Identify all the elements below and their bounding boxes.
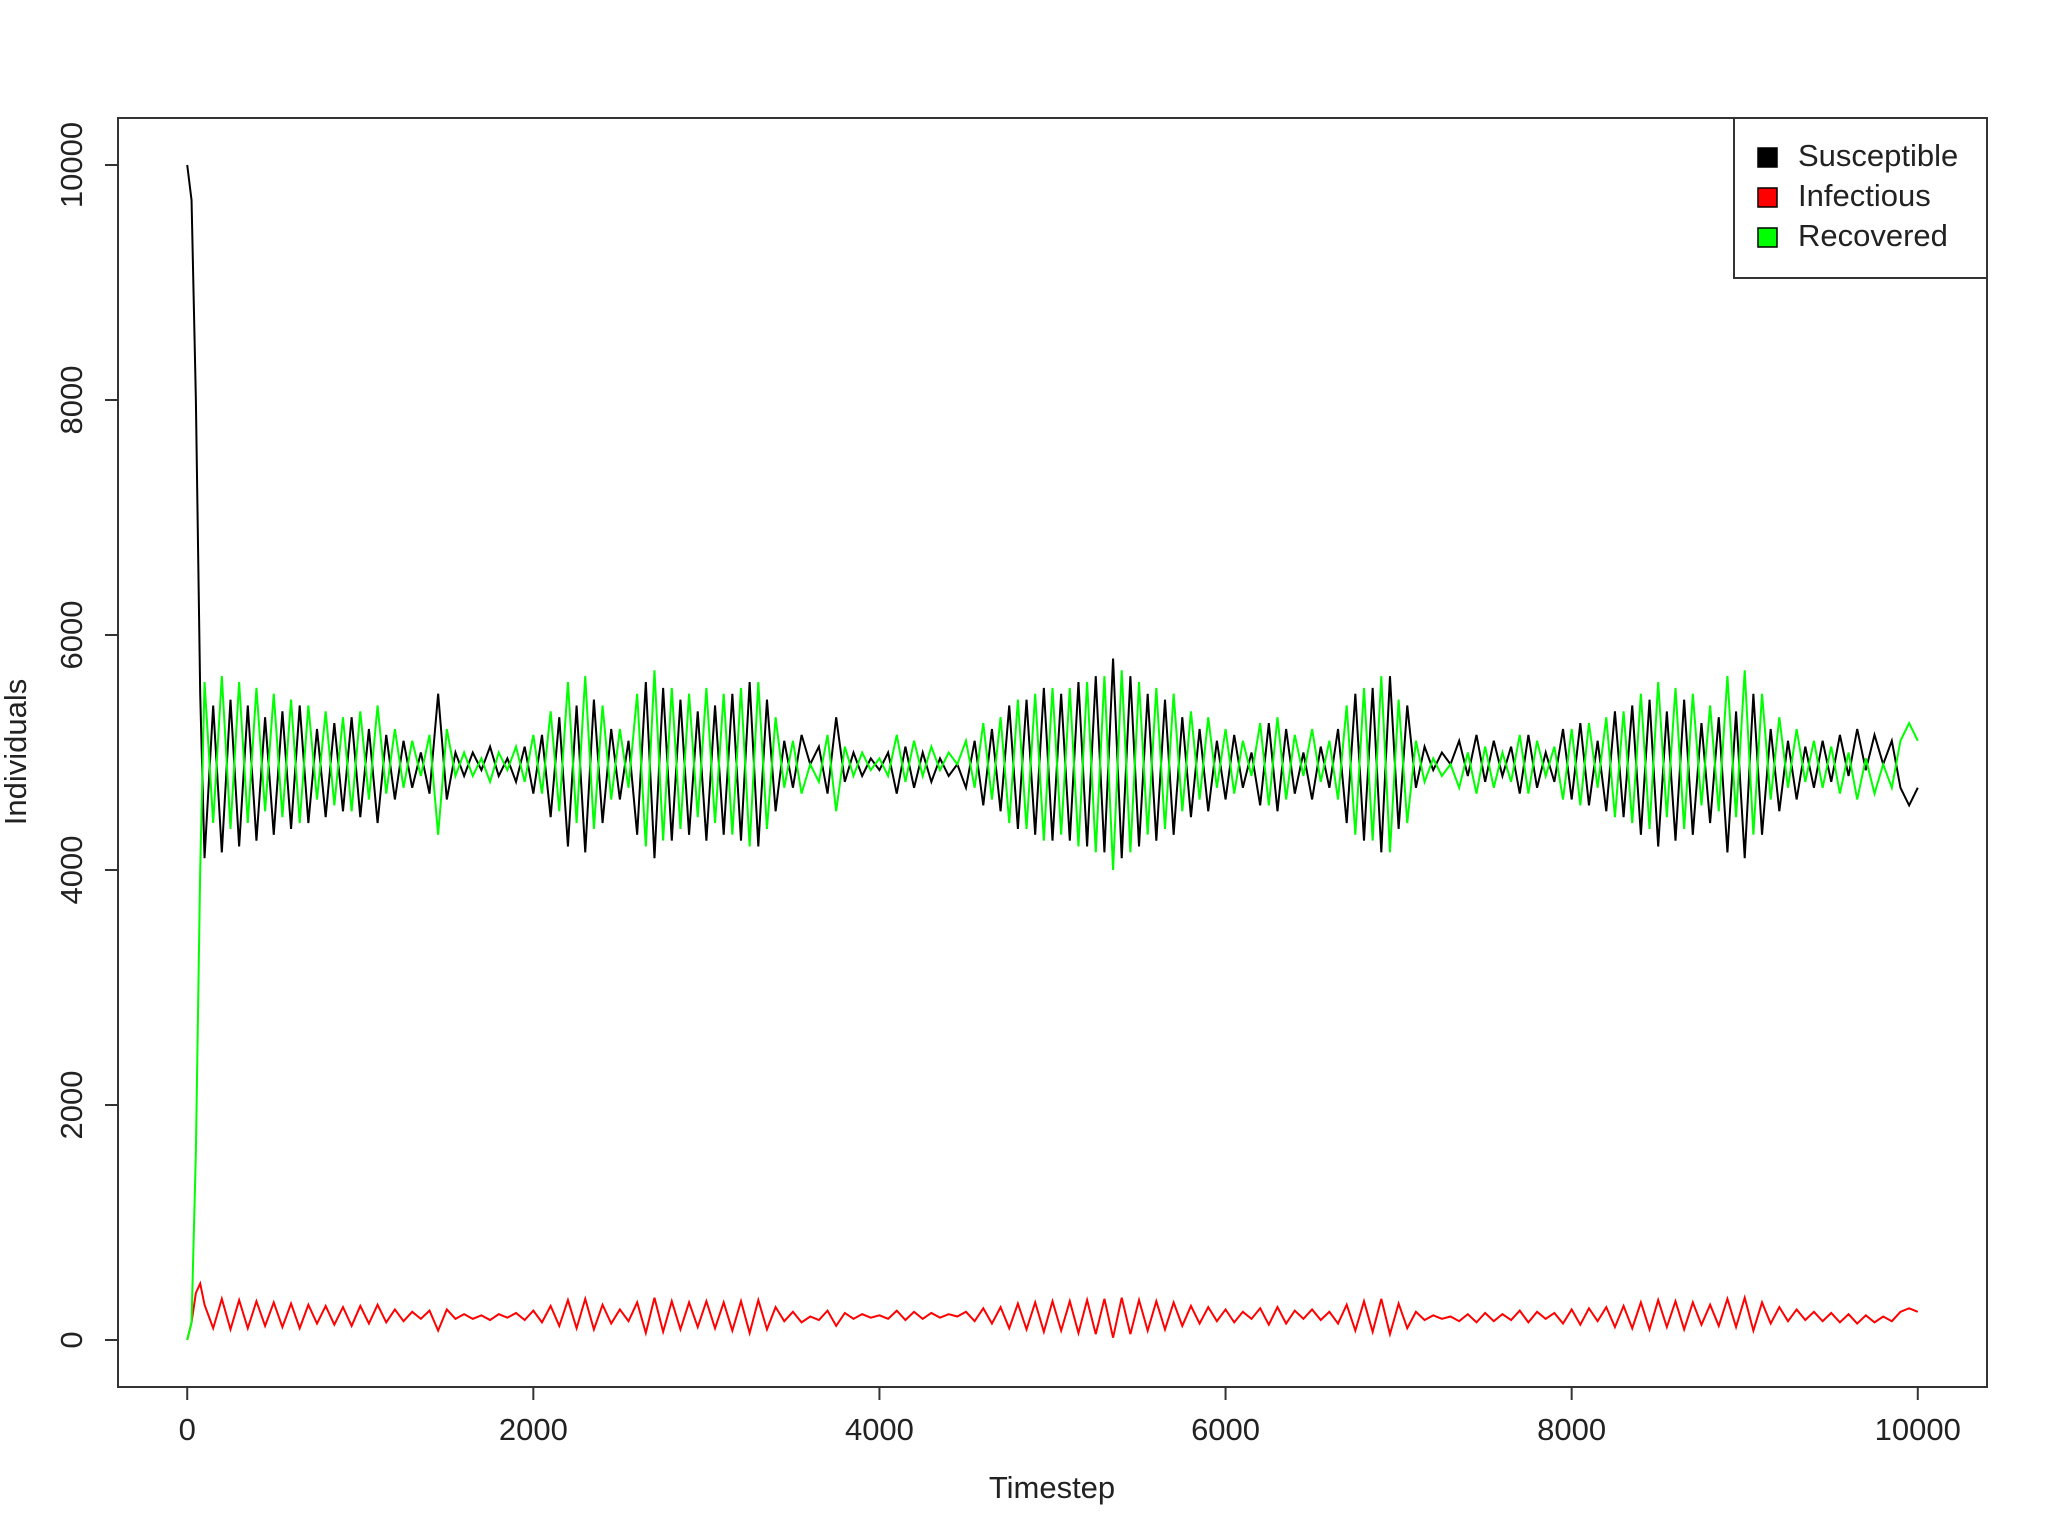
- legend-label: Susceptible: [1798, 138, 1958, 173]
- y-tick-label: 6000: [54, 601, 89, 670]
- x-tick-label: 6000: [1191, 1412, 1260, 1447]
- series-line: [186, 670, 1919, 1341]
- legend-swatch: [1757, 187, 1778, 208]
- y-tick-label: 10000: [54, 122, 89, 208]
- x-axis-label: Timestep: [989, 1470, 1115, 1505]
- y-tick-label: 0: [54, 1331, 89, 1348]
- x-tick-label: 8000: [1537, 1412, 1606, 1447]
- x-tick-label: 0: [179, 1412, 196, 1447]
- x-tick-label: 4000: [845, 1412, 914, 1447]
- legend-label: Recovered: [1798, 218, 1948, 253]
- x-tick-label: 2000: [499, 1412, 568, 1447]
- y-tick-label: 8000: [54, 366, 89, 435]
- legend-swatch: [1757, 147, 1778, 168]
- y-tick-label: 2000: [54, 1071, 89, 1140]
- legend-swatch: [1757, 227, 1778, 248]
- y-tick-label: 4000: [54, 836, 89, 905]
- series-line: [186, 164, 1919, 859]
- x-tick-label: 10000: [1875, 1412, 1961, 1447]
- series-line: [186, 1280, 1919, 1341]
- y-axis-label: Individuals: [0, 679, 33, 825]
- legend-label: Infectious: [1798, 178, 1931, 213]
- legend: Susceptible Infectious Recovered: [1733, 117, 1988, 279]
